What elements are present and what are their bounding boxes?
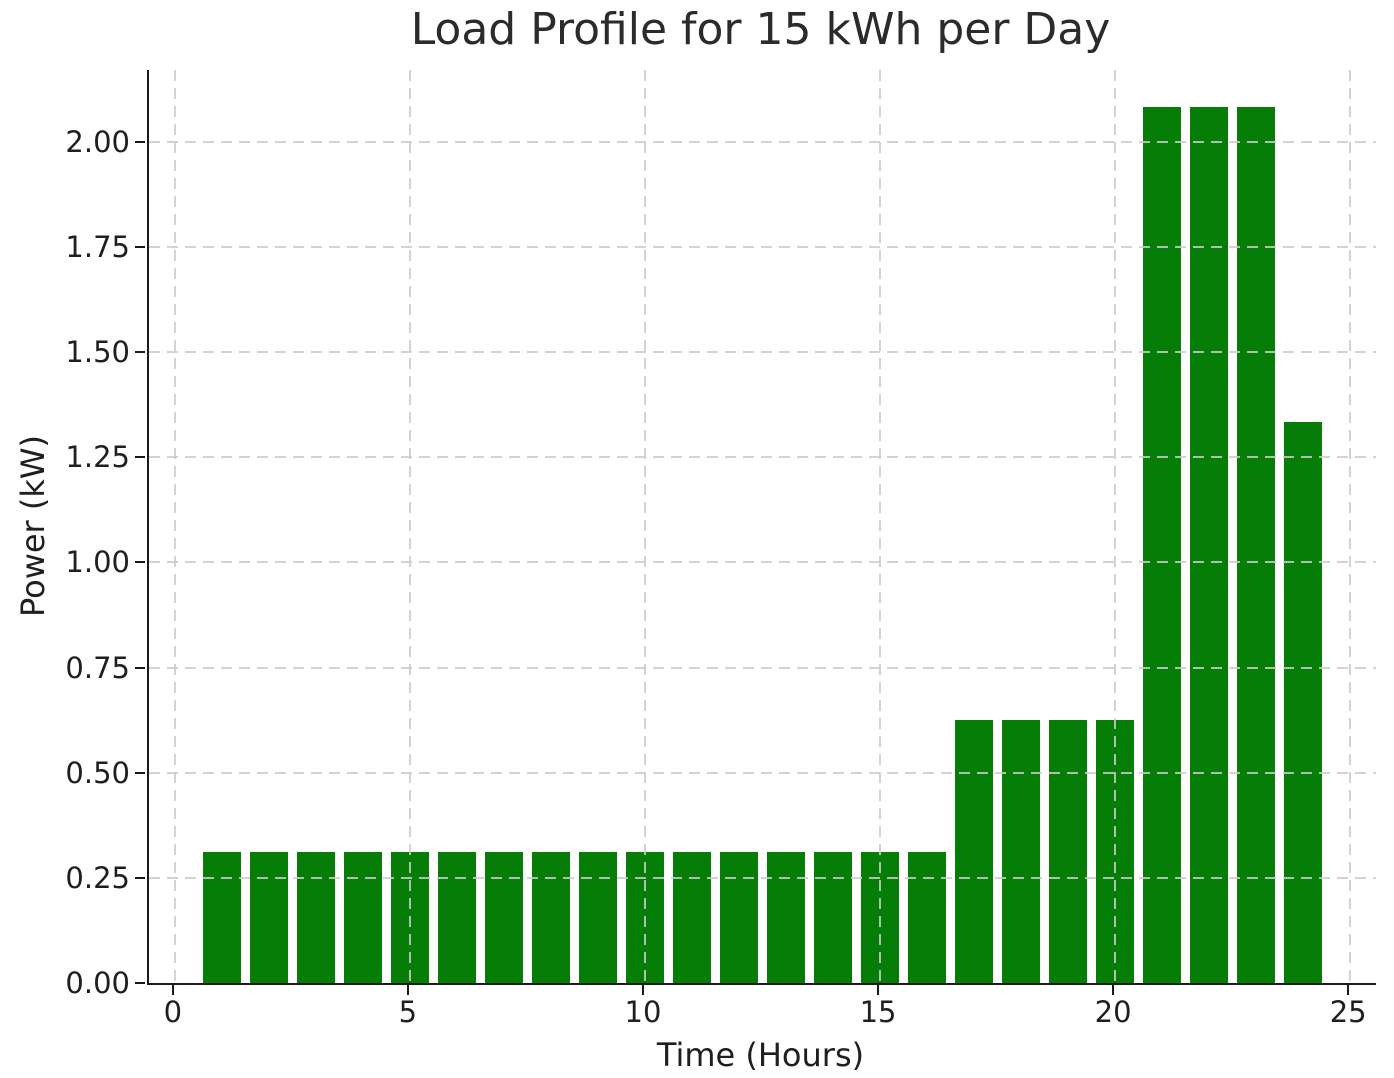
bar bbox=[297, 851, 335, 983]
plot-area bbox=[147, 70, 1376, 985]
y-tick-label: 1.50 bbox=[65, 335, 130, 370]
bar bbox=[579, 851, 617, 983]
y-tick bbox=[135, 456, 145, 459]
x-tick bbox=[1112, 985, 1115, 995]
y-tick-label: 1.75 bbox=[65, 230, 130, 265]
bar bbox=[1049, 720, 1087, 983]
bars-layer bbox=[149, 70, 1376, 983]
bar bbox=[1284, 422, 1322, 983]
bar bbox=[203, 851, 241, 983]
x-tick-label: 15 bbox=[859, 995, 897, 1029]
y-tick-label: 0.25 bbox=[65, 860, 130, 895]
y-tick bbox=[135, 982, 145, 984]
bar bbox=[1237, 106, 1275, 983]
x-tick bbox=[171, 985, 174, 995]
bar bbox=[814, 851, 852, 983]
y-tick-label: 1.00 bbox=[65, 545, 130, 580]
x-tick-label: 25 bbox=[1329, 995, 1367, 1029]
y-tick bbox=[135, 561, 145, 564]
x-tick bbox=[641, 985, 644, 995]
bar bbox=[532, 851, 570, 983]
x-tick-label: 5 bbox=[398, 995, 418, 1029]
y-tick bbox=[135, 771, 145, 774]
y-tick-label: 1.25 bbox=[65, 440, 130, 475]
bar bbox=[626, 851, 664, 983]
y-axis-label: Power (kW) bbox=[14, 434, 52, 618]
y-tick-label: 2.00 bbox=[65, 124, 130, 159]
x-axis-label: Time (Hours) bbox=[656, 1036, 865, 1074]
bar bbox=[861, 851, 899, 983]
x-tick-label: 20 bbox=[1094, 995, 1132, 1029]
x-tick bbox=[877, 985, 880, 995]
bar bbox=[1190, 106, 1228, 983]
y-tick bbox=[135, 140, 145, 143]
x-tick bbox=[1347, 985, 1350, 995]
y-tick bbox=[135, 876, 145, 879]
bar bbox=[344, 851, 382, 983]
bar bbox=[908, 851, 946, 983]
bar bbox=[955, 720, 993, 983]
x-tick-label: 0 bbox=[163, 995, 183, 1029]
x-tick-label: 10 bbox=[624, 995, 662, 1029]
y-tick-label: 0.50 bbox=[65, 755, 130, 790]
y-tick-label: 0.75 bbox=[65, 650, 130, 685]
y-tick bbox=[135, 351, 145, 354]
bar bbox=[1002, 720, 1040, 983]
bar bbox=[438, 851, 476, 983]
bar bbox=[1143, 106, 1181, 983]
bar bbox=[1096, 720, 1134, 983]
bar bbox=[767, 851, 805, 983]
y-tick-label: 0.00 bbox=[65, 966, 130, 1000]
chart-title: Load Profile for 15 kWh per Day bbox=[410, 4, 1111, 55]
bar bbox=[485, 851, 523, 983]
y-tick bbox=[135, 246, 145, 249]
bar bbox=[673, 851, 711, 983]
y-tick bbox=[135, 666, 145, 669]
bar bbox=[720, 851, 758, 983]
bar bbox=[250, 851, 288, 983]
x-tick bbox=[406, 985, 409, 995]
bar bbox=[391, 851, 429, 983]
